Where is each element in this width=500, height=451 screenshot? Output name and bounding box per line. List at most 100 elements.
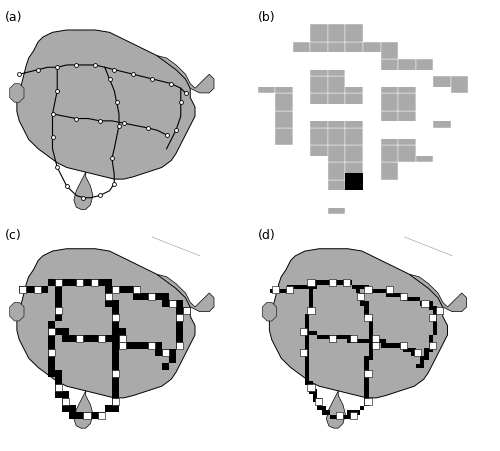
Bar — [363, 110, 380, 128]
Bar — [292, 69, 310, 87]
Bar — [105, 286, 112, 293]
Bar — [328, 104, 345, 121]
Bar — [162, 293, 169, 300]
Bar — [386, 293, 390, 297]
Bar — [433, 104, 451, 121]
Bar — [364, 339, 368, 343]
Bar — [428, 335, 433, 339]
Bar — [300, 285, 304, 289]
Bar — [368, 352, 373, 356]
Bar — [343, 281, 347, 285]
Bar — [304, 285, 309, 289]
Bar — [76, 335, 84, 342]
Bar — [334, 335, 338, 339]
Bar — [48, 363, 55, 370]
Bar — [382, 289, 386, 293]
Bar — [48, 335, 55, 342]
Bar — [407, 297, 412, 301]
Bar — [326, 281, 330, 285]
Bar — [364, 314, 372, 321]
Bar — [360, 297, 364, 301]
Bar — [258, 76, 275, 93]
Bar — [48, 328, 55, 335]
Bar — [292, 145, 310, 162]
Polygon shape — [157, 55, 214, 93]
Bar — [140, 293, 147, 300]
Bar — [55, 279, 62, 286]
Bar — [112, 398, 119, 405]
Bar — [169, 300, 176, 307]
Bar — [433, 306, 437, 310]
Bar — [176, 342, 183, 349]
Text: (b): (b) — [258, 11, 275, 24]
Bar — [286, 286, 293, 293]
Bar — [48, 370, 55, 377]
Bar — [309, 310, 313, 314]
Bar — [292, 110, 310, 128]
Polygon shape — [74, 391, 93, 428]
Bar — [48, 349, 55, 356]
Bar — [348, 410, 352, 414]
Bar — [112, 405, 119, 412]
Bar — [112, 314, 119, 321]
Bar — [436, 307, 443, 314]
Bar — [360, 293, 364, 297]
Bar — [98, 335, 105, 342]
Bar — [346, 93, 363, 110]
Bar — [310, 173, 328, 190]
Bar — [140, 342, 147, 349]
Bar — [98, 335, 105, 342]
Bar — [48, 321, 55, 328]
Bar — [275, 110, 292, 128]
Bar — [279, 289, 283, 293]
Bar — [433, 314, 437, 318]
Bar — [346, 110, 363, 128]
Bar — [380, 162, 398, 179]
Text: (a): (a) — [5, 11, 22, 24]
Bar — [304, 327, 309, 331]
Bar — [343, 335, 347, 339]
Bar — [363, 41, 380, 59]
Bar — [19, 286, 26, 293]
Bar — [34, 286, 40, 293]
Bar — [112, 321, 119, 328]
Bar — [310, 190, 328, 207]
Bar — [400, 293, 407, 300]
Bar — [62, 405, 69, 412]
Bar — [348, 335, 352, 339]
Bar — [364, 364, 368, 368]
Bar — [90, 335, 98, 342]
Bar — [112, 286, 119, 293]
Bar — [326, 335, 330, 339]
Bar — [176, 342, 183, 349]
Bar — [433, 93, 451, 110]
Bar — [346, 128, 363, 145]
Bar — [310, 110, 328, 128]
Bar — [275, 59, 292, 76]
Bar — [308, 279, 314, 286]
Bar — [382, 343, 386, 348]
Bar — [433, 322, 437, 327]
Bar — [76, 279, 84, 286]
Bar — [183, 307, 190, 314]
Bar — [328, 190, 345, 207]
Bar — [105, 293, 112, 300]
Bar — [380, 121, 398, 138]
Bar — [126, 286, 133, 293]
Bar — [364, 381, 368, 385]
Bar — [352, 410, 356, 414]
Bar — [352, 285, 356, 289]
Bar — [328, 110, 345, 128]
Bar — [309, 390, 313, 394]
Polygon shape — [10, 302, 24, 321]
Bar — [380, 59, 398, 76]
Bar — [308, 307, 314, 314]
Bar — [412, 348, 416, 352]
Bar — [304, 348, 309, 352]
Bar — [433, 87, 451, 104]
Bar — [292, 138, 310, 156]
Bar — [364, 285, 368, 289]
Bar — [275, 93, 292, 110]
Bar — [322, 406, 326, 410]
Bar — [133, 286, 140, 293]
